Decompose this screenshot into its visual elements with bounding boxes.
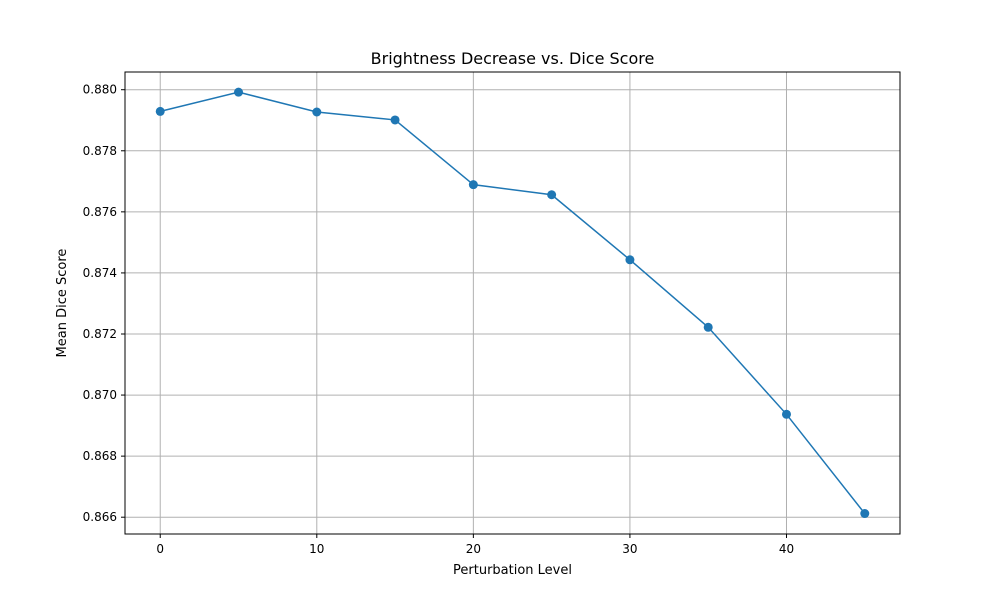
x-tick-label: 10 [309, 542, 324, 556]
y-tick-label: 0.876 [83, 205, 117, 219]
x-tick-label: 0 [156, 542, 164, 556]
data-point [155, 106, 165, 116]
data-point [625, 255, 635, 265]
plot-frame [124, 71, 901, 535]
y-tick-label: 0.878 [83, 144, 117, 158]
x-tick-label: 40 [779, 542, 794, 556]
data-point [781, 409, 791, 419]
data-point [234, 87, 244, 97]
x-tick-label: 30 [622, 542, 637, 556]
y-tick-label: 0.870 [83, 388, 117, 402]
y-tick-label: 0.868 [83, 449, 117, 463]
y-tick-label: 0.866 [83, 510, 117, 524]
chart-title: Brightness Decrease vs. Dice Score [371, 49, 655, 68]
data-point [547, 190, 557, 200]
y-axis-label: Mean Dice Score [55, 249, 70, 358]
series-line [160, 91, 866, 515]
x-axis-label: Perturbation Level [453, 563, 572, 578]
y-axis-ticks: 0.866 0.868 0.870 0.872 0.874 0.876 0.878 0.880 [83, 83, 125, 524]
x-tick-label: 20 [466, 542, 481, 556]
series-layer [155, 87, 870, 519]
y-tick-label: 0.872 [83, 327, 117, 341]
data-point [468, 180, 478, 190]
y-tick-label: 0.880 [83, 83, 117, 97]
data-point [390, 115, 400, 125]
data-point [312, 107, 322, 117]
data-point [703, 322, 713, 332]
data-point [860, 509, 870, 519]
grid [125, 72, 900, 534]
x-axis-ticks: 0 10 20 30 40 [156, 534, 794, 556]
y-tick-label: 0.874 [83, 266, 117, 280]
